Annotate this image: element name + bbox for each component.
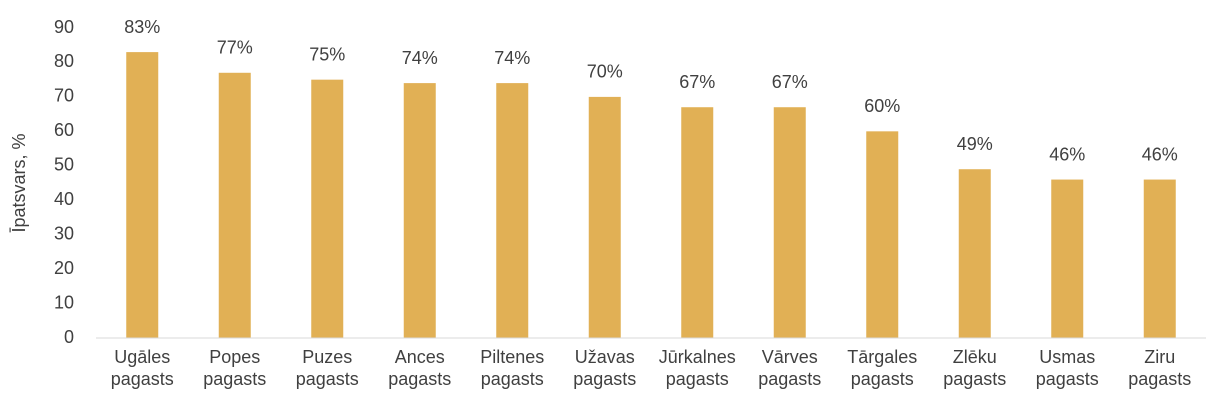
bar: [1143, 179, 1176, 338]
bar: [1051, 179, 1084, 338]
x-tick-label: Ances pagasts: [388, 347, 452, 389]
value-label: 67%: [679, 72, 715, 92]
x-tick-label: Jūrkalnes pagasts: [658, 347, 736, 389]
y-tick-label: 0: [64, 327, 74, 347]
value-label: 75%: [309, 44, 345, 64]
y-tick-label: 80: [54, 51, 74, 71]
x-tick-label: Tārgales pagasts: [847, 347, 918, 389]
y-tick-label: 10: [54, 292, 74, 312]
y-tick-label: 20: [54, 258, 74, 278]
bar: [218, 72, 251, 339]
bar: [681, 107, 714, 338]
value-label: 60%: [864, 96, 900, 116]
bar: [311, 79, 344, 339]
x-tick-label: Zlēku pagasts: [943, 347, 1007, 389]
bar: [403, 83, 436, 338]
bar: [866, 131, 899, 338]
value-label: 49%: [957, 134, 993, 154]
y-tick-label: 50: [54, 155, 74, 175]
y-tick-label: 90: [54, 17, 74, 37]
y-tick-label: 30: [54, 223, 74, 243]
value-label: 46%: [1049, 144, 1085, 164]
x-tick-label: Usmas pagasts: [1035, 347, 1099, 389]
bar: [773, 107, 806, 338]
bar: [588, 96, 621, 338]
x-tick-label: Vārves pagasts: [758, 347, 822, 389]
bar: [126, 52, 159, 338]
value-label: 77%: [217, 38, 253, 58]
y-tick-label: 40: [54, 189, 74, 209]
x-tick-label: Puzes pagasts: [295, 347, 359, 389]
bar: [496, 83, 529, 338]
y-axis-title: Īpatsvars, %: [9, 133, 29, 232]
bar: [958, 169, 991, 338]
y-tick-label: 60: [54, 120, 74, 140]
x-tick-label: Ziru pagasts: [1128, 347, 1192, 389]
x-tick-label: Ugāles pagasts: [110, 347, 174, 389]
value-label: 46%: [1142, 144, 1178, 164]
x-tick-label: Popes pagasts: [203, 347, 267, 389]
value-label: 74%: [402, 48, 438, 68]
value-label: 74%: [494, 48, 530, 68]
value-label: 70%: [587, 62, 623, 82]
x-tick-label: Užavas pagasts: [573, 347, 637, 389]
value-label: 67%: [772, 72, 808, 92]
x-tick-label: Piltenes pagasts: [480, 347, 545, 389]
value-label: 83%: [124, 17, 160, 37]
y-tick-label: 70: [54, 86, 74, 106]
